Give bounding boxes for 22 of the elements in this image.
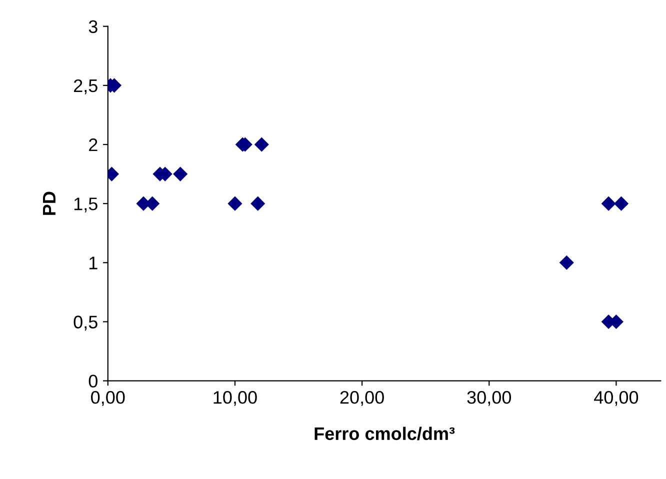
y-tick-label: 2 bbox=[89, 138, 98, 152]
x-tick-label: 30,00 bbox=[467, 391, 512, 406]
x-tick-label: 0,00 bbox=[91, 391, 125, 406]
y-tick-label: 0,5 bbox=[74, 316, 98, 331]
x-tick-label: 20,00 bbox=[340, 391, 384, 406]
point bbox=[250, 196, 266, 211]
y-axis-title: PD bbox=[43, 192, 56, 215]
point bbox=[254, 137, 269, 152]
point bbox=[601, 196, 616, 211]
x-tick-label: 40,00 bbox=[594, 391, 638, 406]
y-tick-label: 0 bbox=[88, 374, 98, 388]
y-tick-label: 1 bbox=[90, 256, 98, 270]
y-tick-label: 3 bbox=[88, 20, 98, 34]
point bbox=[108, 78, 122, 93]
point bbox=[228, 196, 242, 211]
x-tick-label: 10,00 bbox=[214, 391, 257, 406]
y-tick-label: 2,5 bbox=[74, 79, 98, 94]
point bbox=[559, 255, 574, 270]
point bbox=[614, 196, 629, 211]
y-tick-label: 1,5 bbox=[74, 198, 98, 212]
point bbox=[173, 166, 188, 182]
x-axis-title: Ferro cmolc/dm³ bbox=[314, 426, 455, 440]
